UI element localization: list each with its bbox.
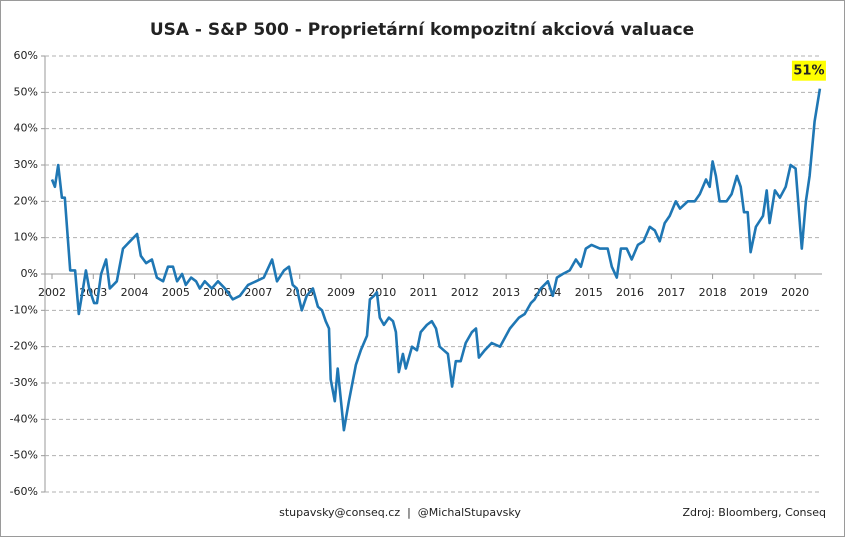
x-tick-label: 2011 [410,286,438,299]
x-tick-label: 2004 [121,286,149,299]
x-tick-label: 2003 [79,286,107,299]
y-tick-label: -40% [10,412,38,425]
chart-title: USA - S&P 500 - Proprietární kompozitní … [150,20,694,40]
x-tick-label: 2012 [451,286,479,299]
y-tick-label: 40% [14,122,38,135]
footer: stupavsky@conseq.cz | @MichalStupavsky [279,506,521,519]
y-tick-label: 50% [14,85,38,98]
data-line [50,88,822,432]
x-tick-label: 2017 [657,286,685,299]
source: Zdroj: Bloomberg, Conseq [683,506,826,519]
y-tick-label: 0% [21,267,38,280]
y-tick-label: -10% [10,303,38,316]
y-tick-label: -60% [10,485,38,498]
y-tick-label: 10% [14,231,38,244]
x-tick-label: 2007 [244,286,272,299]
x-tick-label: 2009 [327,286,355,299]
x-tick-label: 2015 [575,286,603,299]
y-tick-label: 20% [14,194,38,207]
x-tick-label: 2018 [699,286,727,299]
y-tick-label: 30% [14,158,38,171]
y-tick-label: -30% [10,376,38,389]
x-tick-label: 2002 [38,286,66,299]
label-box [791,60,826,81]
x-tick-label: 2019 [740,286,768,299]
y-tick-label: -20% [10,340,38,353]
x-tick-label: 2005 [162,286,190,299]
y-tick-label: 60% [14,49,38,62]
x-tick-label: 2016 [616,286,644,299]
y-tick-label: -50% [10,449,38,462]
last-value-label: 51% [791,60,826,81]
x-tick-label: 2013 [492,286,520,299]
x-tick-label: 2020 [781,286,809,299]
label-text: 51% [793,64,824,79]
